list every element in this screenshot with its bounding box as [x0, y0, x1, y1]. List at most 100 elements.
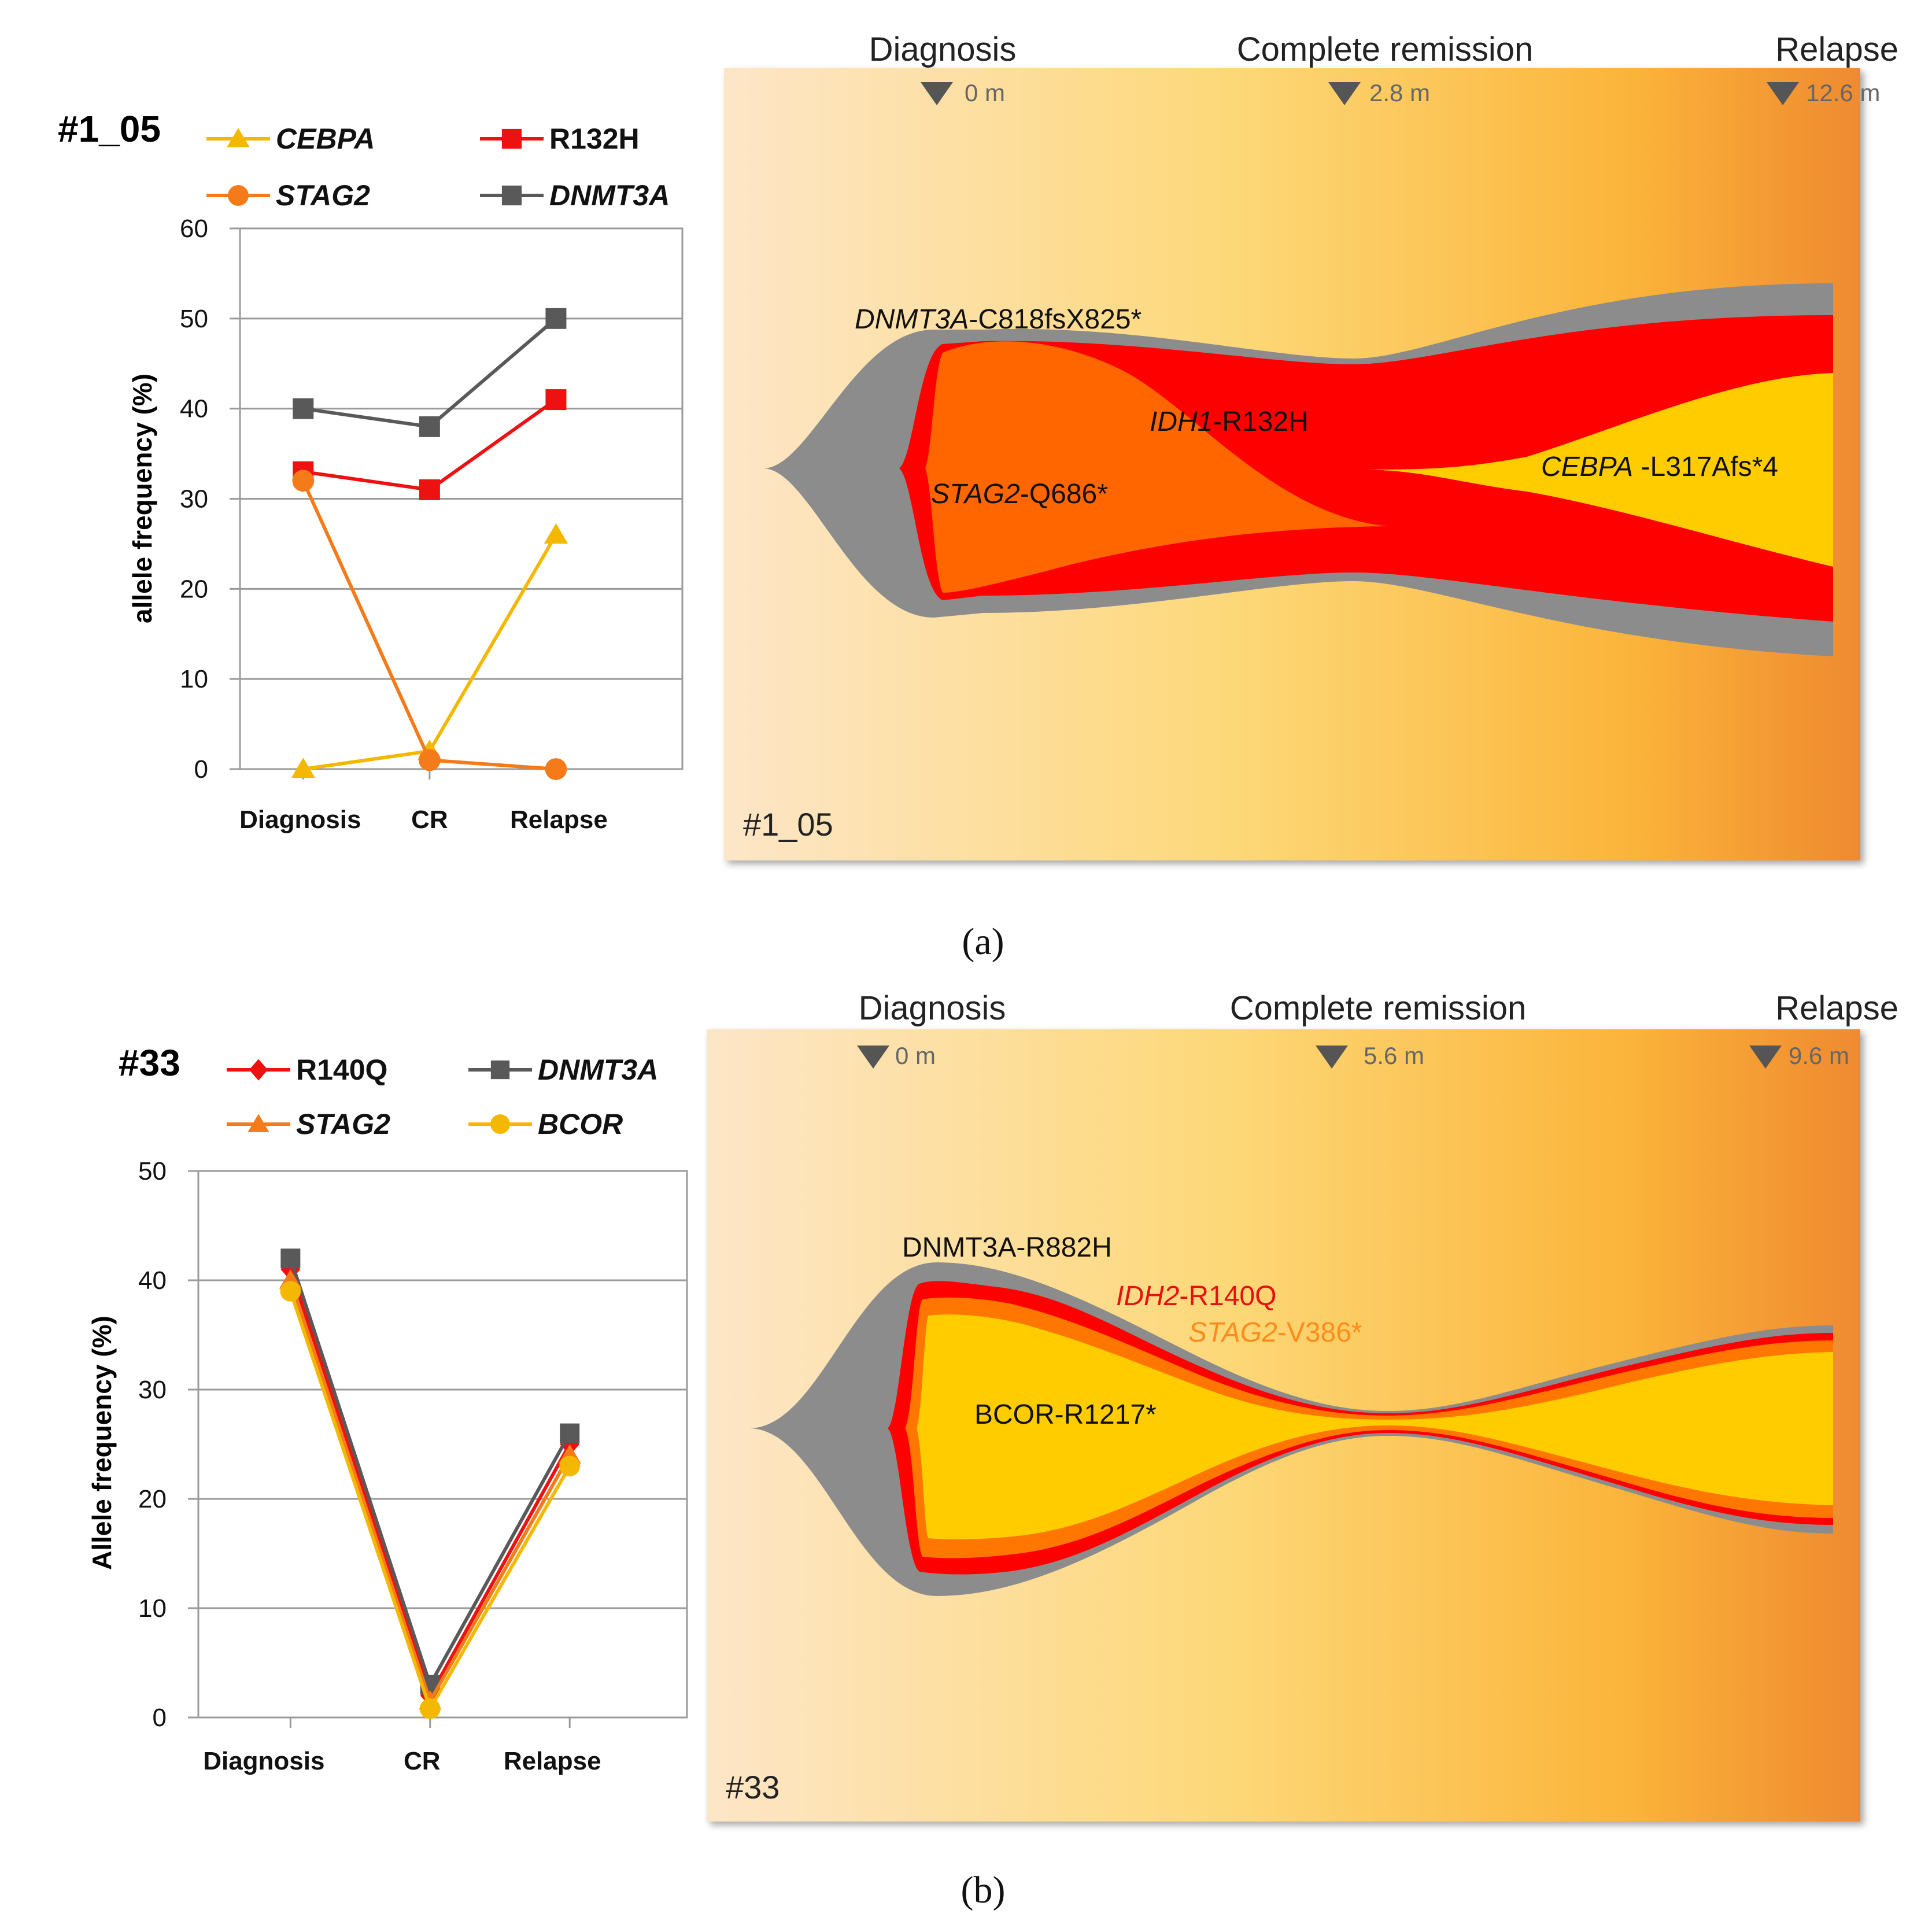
y-tick-label: 60 [180, 215, 208, 243]
chart-a-legend: CEBPA R132H STAG2 DNMT3A [206, 123, 670, 212]
x-tick-label-relapse: Relapse [504, 1747, 601, 1775]
legend-label-dnmt3a: DNMT3A [549, 179, 670, 212]
legend-marker-stag2 [247, 1114, 269, 1132]
fishplot-a-label-stag2: STAG2-Q686* [931, 479, 1108, 509]
fishplot-b-label-idh2-mutation: -R140Q [1179, 1281, 1276, 1312]
x-tick-label-cr: CR [411, 806, 448, 834]
fishplot-a-label-idh1: IDH1-R132H [1150, 407, 1309, 437]
fishplot-a-label-stag2-gene: STAG2 [931, 479, 1020, 509]
fishplot-b-label-stag2-gene: STAG2 [1188, 1317, 1277, 1348]
fishplot-a: Diagnosis 0 m Complete remission 2.8 m R… [724, 31, 1898, 860]
x-tick-label-relapse: Relapse [510, 806, 608, 834]
fishplot-a-timepoint-3: Relapse 12.6 m [1767, 31, 1898, 106]
legend-label-bcor: BCOR [538, 1108, 623, 1140]
point-dnmt3a-cr [419, 416, 440, 437]
y-tick-label: 50 [180, 305, 208, 333]
y-tick-label: 10 [180, 665, 208, 693]
y-tick-label: 30 [180, 485, 208, 514]
point-bcor-relapse [559, 1456, 581, 1477]
point-dnmt3a-relapse [545, 308, 567, 329]
fishplot-a-timepoint-1-time: 0 m [965, 79, 1005, 106]
chart-b-gridlines [198, 1279, 687, 1609]
legend-marker-bcor [490, 1114, 510, 1134]
legend-marker-dnmt3a [490, 1060, 510, 1080]
point-stag2-relapse [545, 758, 567, 780]
y-tick-label: 20 [138, 1485, 167, 1513]
fishplot-a-label-cebpa-gene: CEBPA [1541, 452, 1633, 482]
chart-b-patient-id: #33 [119, 1042, 180, 1084]
y-tick-label: 40 [138, 1266, 167, 1295]
fishplot-a-clone-stag2 [925, 341, 1388, 593]
point-bcor-cr [419, 1698, 441, 1719]
fishplot-b-timepoint-3-marker [1749, 1046, 1782, 1069]
chart-b-y-ticks: 0 10 20 30 40 50 [138, 1157, 198, 1732]
legend-label-cebpa: CEBPA [276, 123, 375, 155]
chart-a-patient-id: #1_05 [58, 108, 161, 150]
x-tick-label-cr: CR [404, 1747, 441, 1775]
fishplot-b-corner-label: #33 [726, 1769, 780, 1805]
y-tick-label: 0 [153, 1704, 167, 1732]
legend-marker-dnmt3a [501, 185, 522, 206]
fishplot-b-label-stag2-mutation: -V386* [1277, 1317, 1362, 1348]
point-stag2-diagnosis [292, 470, 315, 492]
fishplot-b-timepoint-2-time: 5.6 m [1364, 1042, 1424, 1069]
chart-a-series [291, 308, 568, 780]
x-tick-label-diagnosis: Diagnosis [239, 806, 361, 834]
chart-b-x-ticks: Diagnosis CR Relapse [203, 1717, 601, 1775]
fishplot-a-clone-cebpa [1359, 373, 1833, 567]
legend-label-r132h: R132H [549, 123, 640, 155]
fishplot-a-label-stag2-mutation: -Q686* [1020, 479, 1108, 509]
legend-marker-cebpa [227, 128, 250, 147]
fishplot-a-timepoint-1-label: Diagnosis [869, 31, 1017, 68]
fishplot-a-label-dnmt3a-gene: DNMT3A [855, 304, 969, 335]
fishplot-b-timepoint-2: Complete remission 5.6 m [1230, 989, 1527, 1069]
x-tick-label-diagnosis: Diagnosis [203, 1747, 324, 1775]
chart-a-y-label: allele frequency (%) [127, 374, 157, 623]
fishplot-a-timepoint-1-marker [921, 82, 953, 105]
fishplot-b-timepoint-3-time: 9.6 m [1789, 1042, 1849, 1069]
point-cebpa-relapse [544, 523, 568, 544]
fishplot-b-timepoint-1: Diagnosis 0 m [857, 989, 1006, 1069]
chart-a-x-ticks: Diagnosis CR Relapse [239, 769, 608, 834]
fishplot-a-timepoint-3-label: Relapse [1775, 31, 1898, 68]
legend-label-stag2: STAG2 [276, 179, 370, 212]
fishplot-a-timepoint-3-time: 12.6 m [1806, 79, 1880, 106]
chart-b-y-label: Allele frequency (%) [87, 1316, 117, 1570]
point-dnmt3a-relapse [560, 1423, 580, 1443]
point-dnmt3a-diagnosis [280, 1248, 301, 1269]
fishplot-b-timepoint-2-label: Complete remission [1230, 989, 1527, 1027]
fishplot-b-clone-bcor [917, 1314, 1833, 1540]
y-tick-label: 50 [138, 1157, 167, 1185]
legend-marker-r132h [501, 128, 522, 149]
y-tick-label: 20 [180, 575, 208, 603]
fishplot-a-timepoint-1: Diagnosis 0 m [869, 31, 1017, 106]
fishplot-b-label-stag2: STAG2-V386* [1188, 1317, 1362, 1348]
fishplot-b-timepoint-1-label: Diagnosis [859, 989, 1006, 1027]
panel-a-caption: (a) [962, 921, 1004, 963]
fishplot-b-label-dnmt3a: DNMT3A-R882H [902, 1232, 1112, 1263]
point-dnmt3a-diagnosis [293, 398, 314, 419]
legend-label-stag2: STAG2 [296, 1108, 390, 1140]
fishplot-b-label-idh2: IDH2-R140Q [1116, 1281, 1276, 1312]
fishplot-a-label-dnmt3a: DNMT3A-C818fsX825* [855, 304, 1142, 335]
fishplot-b-label-bcor-gene: BCOR-R1217* [974, 1399, 1157, 1430]
fishplot-a-label-idh1-gene: IDH1 [1150, 407, 1213, 437]
fishplot-a-timepoint-3-marker [1767, 82, 1799, 105]
y-tick-label: 0 [194, 755, 208, 784]
fishplot-b-label-idh2-gene: IDH2 [1116, 1281, 1179, 1312]
y-tick-label: 40 [180, 395, 208, 423]
fishplot-b-timepoint-3-label: Relapse [1775, 989, 1898, 1027]
fishplot-a-timepoint-2-label: Complete remission [1237, 31, 1534, 68]
point-cebpa-diagnosis [291, 758, 315, 778]
fishplot-a-timepoint-2-marker [1328, 82, 1361, 105]
chart-b-legend: R140Q DNMT3A STAG2 BCOR [227, 1054, 658, 1140]
chart-b-plot-area [197, 1170, 688, 1719]
legend-label-r140q: R140Q [296, 1054, 387, 1086]
chart-b: #33 R140Q DNMT3A STAG2 BCOR 0 10 20 30 40 50 Dia… [87, 1042, 688, 1775]
fishplot-b-timepoint-1-marker [857, 1046, 889, 1069]
y-tick-label: 30 [138, 1376, 167, 1404]
chart-b-series [279, 1248, 581, 1719]
y-tick-label: 10 [138, 1594, 167, 1623]
chart-a-y-ticks: 0 10 20 30 40 50 60 [180, 215, 240, 784]
